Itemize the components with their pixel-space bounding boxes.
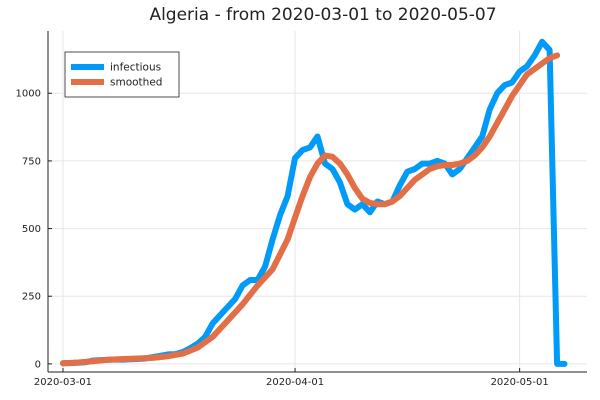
y-tick-label: 750 bbox=[22, 156, 41, 167]
y-tick-label: 0 bbox=[35, 359, 41, 370]
chart-title: Algeria - from 2020-03-01 to 2020-05-07 bbox=[149, 5, 496, 25]
legend: infectious smoothed bbox=[64, 51, 180, 98]
y-tick-label: 500 bbox=[22, 224, 41, 235]
axes: 0 250 500 750 1000 2020-03-01 2020-04-01 2020-0… bbox=[16, 31, 587, 388]
y-tick-label: 1000 bbox=[16, 89, 41, 100]
legend-label-smoothed: smoothed bbox=[110, 77, 162, 89]
series-lines bbox=[60, 38, 568, 367]
legend-label-infectious: infectious bbox=[110, 62, 161, 74]
x-tick-label: 2020-03-01 bbox=[34, 377, 92, 388]
x-tick-label: 2020-05-01 bbox=[491, 377, 549, 388]
x-tick-label: 2020-04-01 bbox=[266, 377, 324, 388]
legend-box bbox=[64, 51, 180, 98]
y-tick-label: 250 bbox=[22, 292, 41, 303]
series-line-smoothed bbox=[60, 52, 561, 367]
